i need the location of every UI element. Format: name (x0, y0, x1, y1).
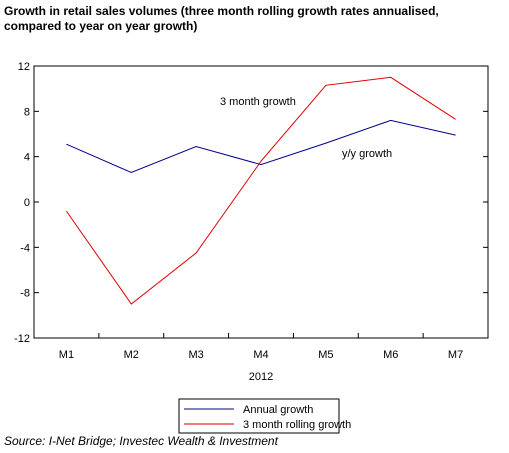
series-lines (65, 76, 456, 305)
y-tick-label: 8 (24, 106, 30, 118)
chart-title: Growth in retail sales volumes (three mo… (4, 4, 504, 34)
y-tick-label: 4 (24, 152, 30, 164)
annotation-3-month-growth: 3 month growth (220, 96, 296, 108)
y-tick-label: -4 (20, 242, 30, 254)
legend-label: 3 month rolling growth (243, 419, 351, 431)
chart-title-line-1: Growth in retail sales volumes (three mo… (4, 4, 439, 18)
x-axis-label: 2012 (249, 371, 273, 383)
x-tick-label: M5 (318, 349, 333, 361)
x-tick-label: M3 (189, 349, 204, 361)
legend-label: Annual growth (243, 404, 313, 416)
y-tick-label: 12 (18, 61, 30, 73)
y-tick-label: -12 (14, 333, 30, 345)
x-tick-label: M7 (448, 349, 463, 361)
series-line-3-month-rolling-growth (65, 76, 456, 305)
series-line-annual-growth (66, 119, 456, 174)
x-tick-label: M2 (124, 349, 139, 361)
x-tick-label: M1 (59, 349, 74, 361)
annotations: 3 month growth y/y growth (220, 96, 392, 160)
y-tick-label: -8 (20, 288, 30, 300)
chart-title-line-2: compared to year on year growth) (4, 19, 198, 33)
legend: Annual growth 3 month rolling growth (178, 398, 351, 434)
y-tick-label: 0 (24, 197, 30, 209)
axes: 12 8 4 0 -4 -8 -12 M1 M2 M3 M4 M5 M6 M7 2012 (14, 61, 488, 383)
annotation-yy-growth: y/y growth (342, 148, 392, 160)
legend-box (178, 398, 340, 434)
x-tick-label: M6 (383, 349, 398, 361)
source-note: Source: I-Net Bridge; Investec Wealth & … (4, 434, 278, 448)
x-tick-label: M4 (253, 349, 268, 361)
